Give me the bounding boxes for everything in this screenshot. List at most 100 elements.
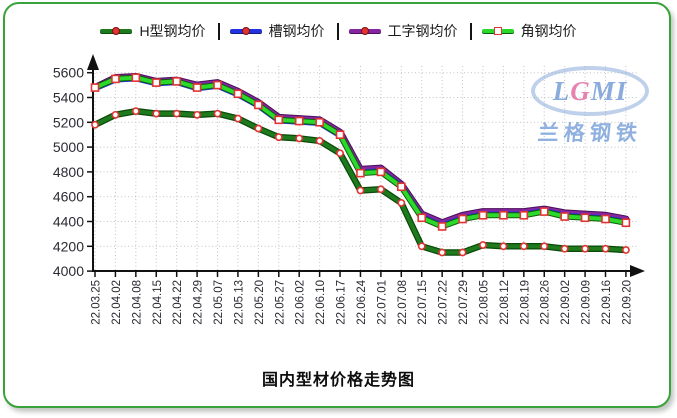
y-tick-label: 5400 — [53, 90, 84, 106]
legend-dot-marker-icon — [360, 27, 369, 35]
circle-marker-icon — [438, 248, 447, 257]
circle-marker-icon — [560, 244, 569, 253]
y-axis-arrow-icon — [87, 54, 99, 70]
x-tick-label: 22.05.27 — [274, 280, 286, 325]
y-tick-label: 4600 — [53, 189, 84, 205]
legend-separator — [217, 22, 220, 40]
square-marker-icon — [335, 130, 345, 139]
circle-marker-icon — [376, 185, 385, 194]
square-marker-icon — [172, 77, 181, 86]
square-marker-icon — [601, 214, 610, 224]
x-tick-label: 22.04.22 — [172, 280, 184, 325]
legend-label: 槽钢均价 — [268, 23, 325, 39]
x-tick-label: 22.09.16 — [601, 280, 613, 325]
circle-marker-icon — [397, 198, 406, 207]
circle-marker-icon — [336, 149, 344, 158]
circle-marker-icon — [131, 107, 140, 116]
square-marker-icon — [417, 213, 427, 223]
y-tick-label: 4800 — [53, 164, 84, 180]
square-marker-icon — [519, 211, 529, 220]
circle-marker-icon — [91, 120, 99, 129]
circle-marker-icon — [499, 242, 508, 251]
x-axis-arrow-icon — [630, 265, 645, 277]
circle-marker-icon — [213, 109, 222, 118]
square-marker-icon — [254, 100, 263, 110]
x-tick-label: 22.06.17 — [336, 280, 348, 325]
x-tick-label: 22.09.02 — [560, 280, 572, 325]
square-marker-icon — [437, 222, 447, 231]
legend-item-4: 角钢均价 — [481, 21, 577, 41]
circle-marker-icon — [234, 114, 242, 123]
x-tick-label: 22.05.07 — [213, 280, 225, 325]
circle-marker-icon — [540, 242, 549, 251]
x-tick-label: 22.08.05 — [478, 280, 490, 325]
square-marker-icon — [151, 78, 161, 87]
circle-marker-icon — [622, 246, 630, 254]
legend-item-2: 槽钢均价 — [229, 21, 325, 41]
square-marker-icon — [356, 168, 365, 178]
x-tick-label: 22.05.20 — [254, 280, 266, 325]
circle-marker-icon — [479, 241, 487, 249]
x-tick-label: 22.04.29 — [193, 280, 205, 325]
legend-swatch — [229, 24, 262, 38]
square-marker-icon — [274, 115, 284, 125]
y-tick-label: 4400 — [53, 214, 84, 230]
x-tick-label: 22.08.12 — [499, 280, 511, 325]
circle-marker-icon — [315, 136, 324, 145]
x-tick-label: 22.04.02 — [111, 280, 123, 325]
circle-marker-icon — [417, 242, 426, 251]
square-marker-icon — [131, 73, 141, 82]
legend-separator — [336, 22, 339, 40]
circle-marker-icon — [111, 110, 120, 119]
x-tick-label: 22.06.24 — [356, 279, 368, 324]
x-tick-label: 22.03.25 — [91, 280, 103, 325]
square-marker-icon — [111, 74, 120, 84]
y-tick-label: 4000 — [53, 263, 84, 279]
series-line-angle-edge — [92, 74, 629, 230]
x-tick-label: 22.07.22 — [438, 280, 450, 325]
circle-marker-icon — [295, 134, 304, 143]
square-marker-icon — [213, 80, 222, 90]
x-tick-label: 22.05.13 — [233, 280, 245, 325]
circle-marker-icon — [356, 186, 365, 195]
chart-title: 国内型材价格走势图 — [261, 372, 415, 389]
square-marker-icon — [315, 118, 324, 127]
x-tick-label: 22.07.29 — [458, 280, 470, 325]
square-marker-icon — [396, 182, 406, 192]
legend-label: 工字钢均价 — [387, 23, 458, 39]
x-tick-label: 22.09.09 — [581, 280, 593, 325]
circle-marker-icon — [193, 110, 201, 119]
legend-square-marker-icon — [493, 27, 502, 35]
circle-marker-icon — [172, 109, 181, 118]
square-marker-icon — [294, 116, 304, 126]
legend-separator — [469, 22, 472, 40]
x-tick-label: 22.08.26 — [540, 280, 552, 325]
circle-marker-icon — [152, 109, 161, 118]
legend-label: H型钢均价 — [139, 23, 206, 39]
y-tick-label: 5000 — [53, 139, 84, 155]
square-marker-icon — [539, 207, 549, 216]
square-marker-icon — [376, 167, 386, 177]
square-marker-icon — [192, 83, 202, 92]
legend-swatch — [348, 24, 381, 38]
circle-marker-icon — [519, 242, 528, 251]
legend: H型钢均价 槽钢均价 工字钢均价 角钢均价 — [0, 20, 677, 42]
legend-swatch — [100, 24, 133, 38]
x-tick-label: 22.07.01 — [376, 280, 388, 325]
x-tick-label: 22.07.15 — [417, 280, 429, 325]
y-tick-label: 4200 — [53, 238, 84, 254]
square-marker-icon — [560, 212, 569, 221]
y-tick-label: 5200 — [53, 114, 84, 130]
x-tick-label: 22.08.19 — [519, 280, 531, 325]
legend-label: 角钢均价 — [520, 23, 577, 39]
y-tick-label: 5600 — [53, 65, 84, 81]
x-tick-label: 22.04.08 — [131, 280, 143, 325]
x-tick-label: 22.06.10 — [315, 280, 327, 325]
square-marker-icon — [621, 218, 631, 228]
square-marker-icon — [458, 214, 467, 224]
legend-dot-marker-icon — [241, 27, 250, 35]
circle-marker-icon — [601, 244, 610, 253]
circle-marker-icon — [274, 133, 283, 142]
